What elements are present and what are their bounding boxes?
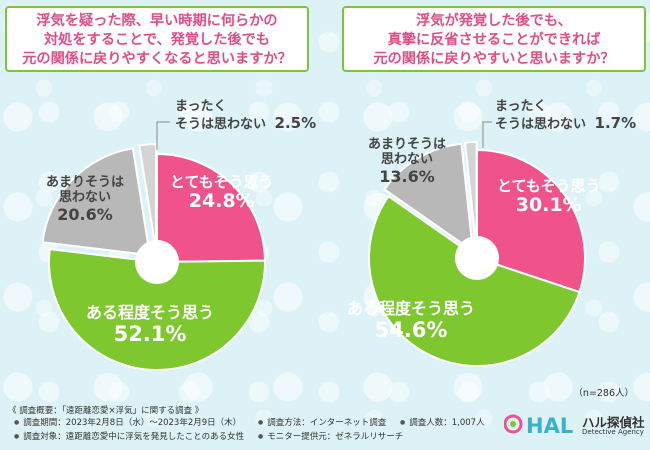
- chart-2-slice-3: [382, 142, 475, 254]
- c2-somewhat-no-label: あまりそうは 思わない 13.6%: [368, 137, 447, 186]
- c2-not-at-all-name-2: そうは思わない: [495, 116, 587, 132]
- c2-strong-yes-name: とてもそう思う: [497, 177, 601, 195]
- chart-1-slice-1: [156, 152, 267, 264]
- c2-somewhat-yes-name: ある程度そう思う: [347, 299, 476, 318]
- c1-somewhat-yes-label: ある程度そう思う 52.1%: [86, 303, 215, 347]
- c2-somewhat-no-name-2: 思わない: [381, 151, 434, 167]
- logo-sub: Detective Agency: [582, 428, 644, 436]
- question-1-line-3: 元の関係に戻りやすくなると思いますか？: [22, 51, 292, 67]
- c1-not-at-all-value: 2.5%: [274, 113, 317, 132]
- chart-1-leader-line: [156, 121, 170, 150]
- logo-name: ハル探偵社: [582, 415, 645, 430]
- c2-somewhat-yes-value: 54.6%: [374, 318, 448, 343]
- hal-logo-mark: HAL: [504, 414, 573, 438]
- c1-somewhat-no-value: 20.6%: [57, 204, 113, 224]
- c1-somewhat-no-label: あまりそうは 思わない 20.6%: [46, 175, 125, 224]
- sample-size-note: （n=286人）: [573, 388, 634, 399]
- c2-strong-yes-value: 30.1%: [515, 194, 582, 217]
- svg-text:HAL: HAL: [526, 414, 573, 438]
- chart-2-leader-line: [482, 121, 492, 148]
- c1-not-at-all-label: まったく そうは思わない 2.5%: [175, 99, 317, 133]
- c2-not-at-all-value: 1.7%: [594, 113, 637, 132]
- chart-2-slice-4: [463, 141, 478, 251]
- question-1-line-1: 浮気を疑った際、早い時期に何らかの: [36, 13, 278, 29]
- chart-1-slice-4: [138, 143, 158, 253]
- chart-1-hole: [135, 240, 179, 284]
- c2-somewhat-no-name-1: あまりそうは: [368, 137, 447, 152]
- c2-somewhat-no-value: 13.6%: [379, 166, 435, 186]
- c1-not-at-all-name-2: そうは思わない: [175, 116, 267, 132]
- chart-2-slice-1: [476, 148, 586, 294]
- chart-1-slice-2: [48, 248, 266, 371]
- footer-monitor: モニター提供元：ゼネラルリサーチ: [258, 431, 403, 443]
- question-2-line-1: 浮気が発覚した後でも、: [416, 13, 572, 29]
- survey-footer: 《 調査概要：「遠距離恋愛×浮気」に関する調査 》 調査期間：2023年2月8日…: [0, 403, 650, 450]
- c1-somewhat-no-name-1: あまりそうは: [46, 175, 125, 190]
- footer-title: 《 調査概要：「遠距離恋愛×浮気」に関する調査 》: [8, 406, 204, 416]
- question-1-box: 浮気を疑った際、早い時期に何らかの 対処をすることで、発覚した後でも 元の関係に…: [5, 6, 309, 72]
- question-2-box: 浮気が発覚した後でも、 真摯に反省させることができれば 元の関係に戻りやすいと思…: [342, 6, 646, 72]
- c1-strong-yes-name: とてもそう思う: [170, 173, 274, 191]
- question-2-line-2: 真摯に反省させることができれば: [387, 32, 601, 48]
- c1-somewhat-no-name-2: 思わない: [59, 189, 112, 205]
- chart-1-slice-3: [41, 147, 151, 257]
- question-2-line-3: 元の関係に戻りやすいと思いますか？: [373, 51, 615, 67]
- c1-strong-yes-value: 24.8%: [188, 190, 255, 213]
- question-1-line-2: 対処をすることで、発覚した後でも: [43, 32, 270, 48]
- c1-not-at-all-name-1: まったく: [175, 99, 227, 114]
- c2-not-at-all-name-1: まったく: [495, 99, 547, 114]
- footer-period: 調査期間：2023年2月8日（水）～2023年2月9日（木）: [14, 417, 241, 429]
- c1-somewhat-yes-name: ある程度そう思う: [86, 303, 215, 322]
- c1-strong-yes-label: とてもそう思う 24.8%: [170, 173, 274, 213]
- c2-not-at-all-label: まったく そうは思わない 1.7%: [495, 99, 637, 133]
- chart-2-slice-2: [368, 194, 581, 367]
- footer-count: 調査人数：1,007人: [400, 417, 484, 429]
- chart-2-hole: [455, 236, 499, 280]
- c2-strong-yes-label: とてもそう思う 30.1%: [497, 177, 601, 217]
- c2-somewhat-yes-label: ある程度そう思う 54.6%: [347, 299, 476, 343]
- c1-somewhat-yes-value: 52.1%: [113, 322, 187, 347]
- hal-logo: HAL ハル探偵社 Detective Agency: [504, 410, 645, 440]
- footer-target: 調査対象：遠距離恋愛中に浮気を発見したことのある女性: [14, 431, 244, 443]
- footer-method: 調査方法：インターネット調査: [258, 417, 386, 429]
